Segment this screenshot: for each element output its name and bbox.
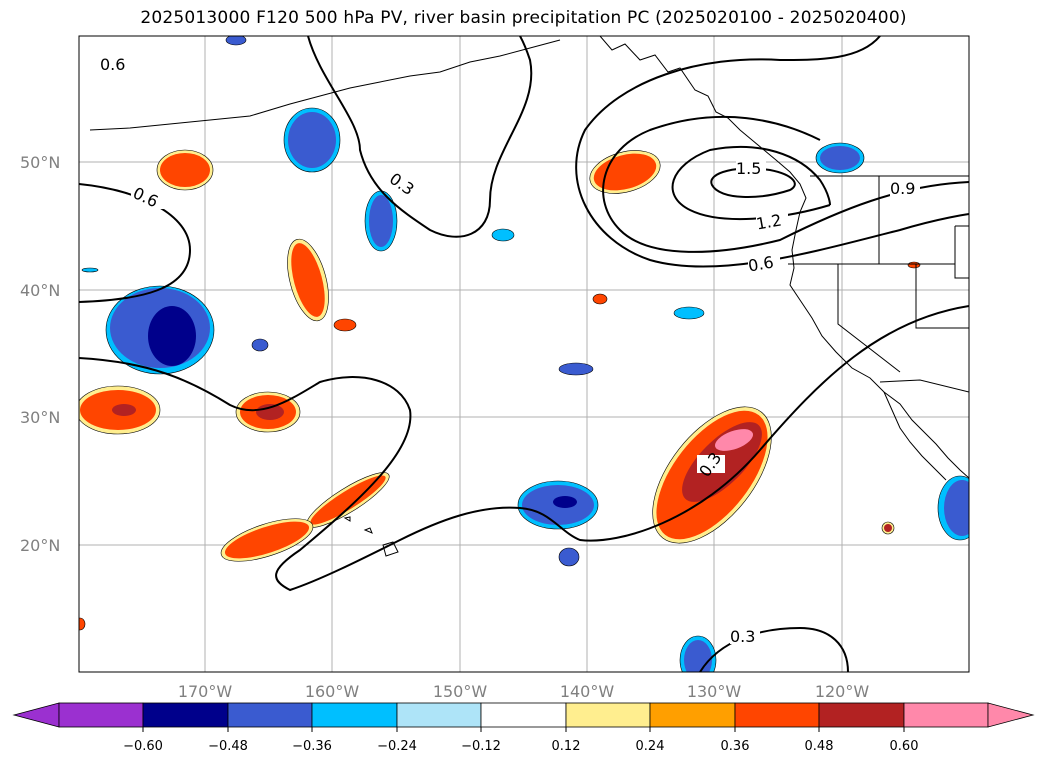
colorbar-label-8: 0.36 (721, 739, 750, 754)
colorbar-label-5: −0.12 (461, 739, 501, 754)
precip-blob-pos-3-core (112, 404, 136, 416)
contour-0.3-south (699, 626, 849, 672)
precip-blob-pos-9 (333, 318, 357, 332)
contour-label-bg-5 (730, 628, 760, 644)
border-states-3 (837, 264, 901, 373)
lon-label-150w: 150°W (433, 682, 488, 701)
precip-blob-pos-1-core (160, 153, 210, 187)
border-states-4 (915, 264, 969, 329)
precip-blob-neg-9 (558, 362, 594, 376)
contour-label-bg-7 (756, 213, 788, 229)
colorbar-label-9: 0.48 (805, 739, 834, 754)
contour-1.5 (710, 167, 796, 198)
contour-label-8: 0.9 (890, 179, 915, 198)
precip-blob-pos-4-core (256, 404, 284, 420)
lat-label-50n: 50°N (20, 153, 60, 172)
precip-blob-pos-11-core (884, 524, 892, 532)
map-background (79, 36, 969, 672)
colorbar-bin-3 (227, 702, 313, 728)
precip-shading (79, 36, 969, 672)
precip-blob-neg-5-core (553, 496, 577, 508)
precip-blob-pos-8-core (714, 429, 754, 451)
contour-0.3-sw (79, 305, 969, 592)
colorbar-ticks (142, 727, 905, 732)
precip-blob-neg-11 (491, 228, 515, 242)
contour-label-7: 1.2 (755, 210, 783, 233)
precip-blob-neg-14 (81, 267, 99, 273)
colorbar-label-4: −0.24 (377, 739, 417, 754)
precip-blob-pos-13 (79, 617, 86, 631)
precip-blob-neg-1-core (288, 112, 336, 168)
precip-blob-pos-5-core (310, 475, 386, 525)
coast-hawaii-2 (363, 527, 373, 534)
colorbar-label-2: −0.48 (208, 739, 248, 754)
contour-label-bg-4 (697, 455, 725, 473)
map-frame (78, 35, 970, 673)
colorbar-bin-1 (58, 702, 144, 728)
lon-label-140w: 140°W (560, 682, 615, 701)
lon-label-130w: 130°W (687, 682, 742, 701)
colorbar-bin-9 (734, 702, 820, 728)
lon-label-160w: 160°W (305, 682, 360, 701)
colorbar-label-6: 0.12 (552, 739, 581, 754)
contour-label-1: 0.6 (100, 55, 125, 74)
contour-label-bg-1 (99, 56, 133, 72)
precip-blob-neg-6-core (684, 640, 712, 672)
precip-blob-neg-10 (558, 547, 580, 567)
pv-contours (79, 36, 969, 672)
lon-label-120w: 120°W (815, 682, 870, 701)
colorbar-bin-2 (142, 702, 229, 728)
colorbar-label-7: 0.24 (636, 739, 665, 754)
contour-label-5: 0.3 (730, 627, 755, 646)
contour-label-bg-8 (890, 180, 920, 196)
colorbar-label-1: −0.60 (123, 739, 163, 754)
contour-0.6-pacnw (575, 36, 969, 268)
colorbar-label-3: −0.36 (292, 739, 332, 754)
colorbar-extend-left (12, 702, 60, 728)
precip-blob-pos-12 (907, 261, 921, 269)
border-states-5 (954, 225, 969, 279)
coast-aleutians (89, 39, 561, 131)
precip-blob-pos-6-core (224, 521, 310, 559)
contour-0.9 (602, 115, 969, 253)
precip-blob-neg-12 (251, 338, 269, 352)
precip-blob-neg-7-core (944, 480, 969, 536)
colorbar-extend-right (987, 702, 1035, 728)
gridlines (79, 36, 969, 672)
border-us-mexico (879, 379, 969, 393)
precip-blob-neg-3-core (148, 306, 196, 366)
contour-label-bg-9 (748, 255, 780, 271)
colorbar-bin-7 (565, 702, 651, 728)
contour-label-bg-2 (131, 193, 165, 209)
colorbar-bin-6 (480, 702, 567, 728)
colorbar-bin-4 (311, 702, 398, 728)
colorbar (12, 702, 1035, 728)
contour-label-bg-3 (388, 178, 418, 194)
precip-blob-pos-2-core (291, 243, 325, 317)
lat-label-40n: 40°N (20, 281, 60, 300)
colorbar-bin-8 (649, 702, 736, 728)
contour-label-9: 0.6 (747, 252, 775, 275)
precip-blob-neg-2-core (369, 195, 393, 247)
colorbar-bin-5 (396, 702, 482, 728)
contour-0.3-north (307, 36, 533, 238)
precip-blob-pos-10 (592, 293, 608, 305)
contour-label-bg-6 (736, 160, 766, 176)
coast-hawaii-1 (382, 541, 399, 557)
lon-label-170w: 170°W (178, 682, 233, 701)
contour-1.2 (671, 145, 831, 221)
lat-label-20n: 20°N (20, 536, 60, 555)
coast-hawaii-3 (343, 516, 351, 522)
precip-blob-neg-8 (673, 306, 705, 320)
contour-label-6: 1.5 (736, 159, 761, 178)
figure-title: 2025013000 F120 500 hPa PV, river basin … (140, 8, 907, 28)
colorbar-label-10: 0.60 (890, 739, 919, 754)
lat-label-30n: 30°N (20, 408, 60, 427)
coast-baja (883, 391, 947, 481)
colorbar-bin-10 (818, 702, 905, 728)
precip-blob-neg-13 (225, 36, 247, 46)
precip-blob-neg-4-core (820, 146, 860, 170)
colorbar-bin-11 (903, 702, 989, 728)
